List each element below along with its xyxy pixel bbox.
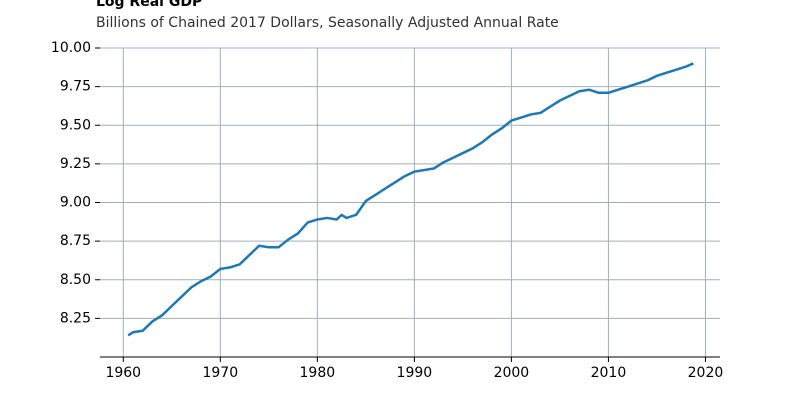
x-tick-label: 1980 (300, 365, 336, 381)
x-tick-label: 2000 (494, 365, 530, 381)
data-line (127, 62, 694, 337)
y-tick-label: 9.50 (60, 117, 91, 133)
x-tick-label: 2010 (591, 365, 627, 381)
chart-title: Log Real GDP (96, 0, 202, 10)
y-tick-label: 8.50 (60, 272, 91, 288)
y-tick-label: 9.25 (60, 156, 91, 172)
y-tick-label: 9.75 (60, 79, 91, 95)
x-tick-label: 2020 (688, 365, 724, 381)
y-tick-label: 8.25 (60, 310, 91, 326)
x-tick-label: 1990 (397, 365, 433, 381)
chart-subtitle: Billions of Chained 2017 Dollars, Season… (96, 15, 559, 31)
y-tick-label: 9.00 (60, 195, 91, 211)
y-tick-label: 8.75 (60, 233, 91, 249)
y-tick-label: 10.00 (51, 40, 91, 56)
x-tick-label: 1970 (202, 365, 238, 381)
x-tick-label: 1960 (105, 365, 141, 381)
